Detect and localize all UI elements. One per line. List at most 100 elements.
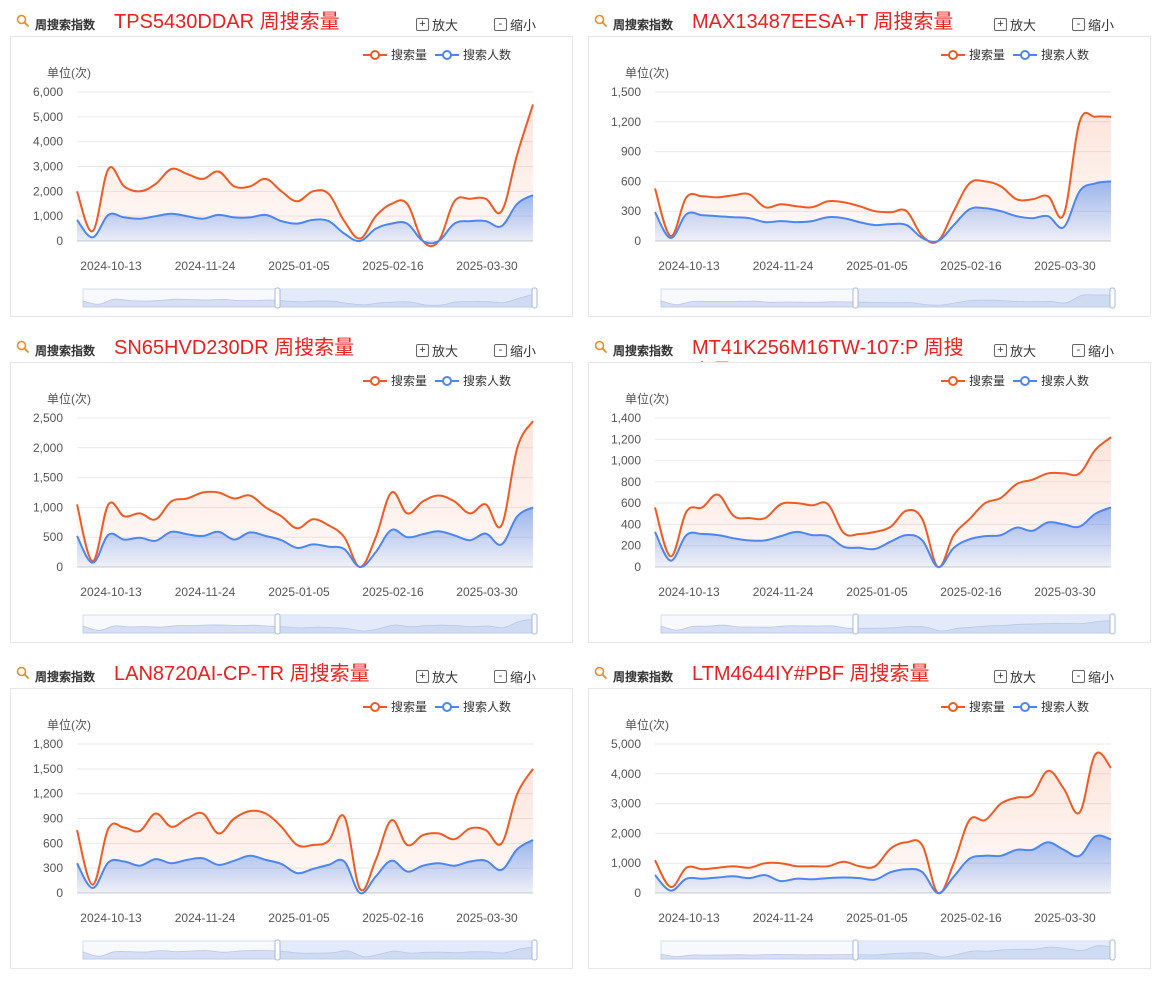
y-tick-label: 900 (621, 145, 641, 159)
legend-line-icon (1013, 375, 1038, 386)
slider-handle-right[interactable] (531, 287, 538, 309)
index-label: 周搜索指数 (613, 18, 674, 32)
y-axis-unit: 单位(次) (47, 718, 91, 732)
legend-line-icon (363, 701, 387, 712)
legend-label: 搜索量 (391, 374, 428, 388)
x-tick-label: 2024-11-24 (175, 911, 236, 925)
legend-line-icon (435, 701, 460, 712)
zoom-out-button[interactable]: - 缩小 (494, 667, 536, 686)
data-zoom-slider[interactable] (660, 287, 1116, 309)
data-zoom-slider[interactable] (660, 939, 1116, 961)
slider-handle-left[interactable] (852, 939, 859, 961)
legend: 搜索量 搜索人数 (933, 698, 1089, 715)
legend-item-search-volume[interactable]: 搜索量 (941, 698, 1005, 715)
zoom-out-button[interactable]: - 缩小 (1072, 15, 1114, 34)
index-label: 周搜索指数 (35, 18, 96, 32)
zoom-in-button[interactable]: + 放大 (416, 15, 458, 34)
zoom-out-button[interactable]: - 缩小 (494, 15, 536, 34)
legend-line-icon (941, 375, 965, 386)
x-tick-label: 2024-10-13 (80, 911, 142, 925)
legend-item-searchers[interactable]: 搜索人数 (1013, 698, 1089, 715)
chart-title: MAX13487EESA+T 周搜索量 (692, 11, 954, 33)
y-axis-unit: 单位(次) (625, 392, 669, 406)
data-zoom-slider[interactable] (82, 939, 538, 961)
legend-item-searchers[interactable]: 搜索人数 (435, 46, 511, 63)
slider-handle-right[interactable] (1109, 939, 1116, 961)
legend: 搜索量 搜索人数 (355, 372, 511, 389)
y-tick-label: 600 (621, 174, 641, 188)
slider-handle-right[interactable] (1109, 287, 1116, 309)
legend-item-searchers[interactable]: 搜索人数 (435, 698, 511, 715)
slider-handle-left[interactable] (274, 613, 281, 635)
panel-header: 周搜索指数 SN65HVD230DR 周搜索量 + 放大 - 缩小 (10, 332, 573, 372)
legend-line-icon (435, 49, 460, 60)
y-tick-label: 200 (621, 539, 641, 553)
search-icon (16, 14, 30, 28)
legend-item-searchers[interactable]: 搜索人数 (1013, 46, 1089, 63)
y-tick-label: 1,400 (611, 411, 641, 425)
x-tick-label: 2024-10-13 (658, 911, 720, 925)
y-tick-label: 5,000 (33, 110, 63, 124)
x-tick-label: 2025-02-16 (362, 585, 424, 599)
x-tick-label: 2025-02-16 (940, 259, 1002, 273)
slider-handle-right[interactable] (531, 939, 538, 961)
x-tick-label: 2024-11-24 (753, 259, 814, 273)
legend-item-searchers[interactable]: 搜索人数 (1013, 372, 1089, 389)
index-label: 周搜索指数 (35, 670, 96, 684)
searchers-area (77, 195, 533, 244)
searchers-area (77, 507, 533, 568)
slider-handle-left[interactable] (274, 287, 281, 309)
searchers-area (77, 840, 533, 894)
y-tick-label: 1,500 (33, 762, 63, 776)
legend-item-search-volume[interactable]: 搜索量 (363, 46, 427, 63)
slider-handle-right[interactable] (531, 613, 538, 635)
plus-icon: + (416, 344, 429, 357)
legend-item-search-volume[interactable]: 搜索量 (363, 372, 427, 389)
zoom-in-label: 放大 (1010, 670, 1037, 685)
legend-item-search-volume[interactable]: 搜索量 (941, 46, 1005, 63)
zoom-in-button[interactable]: + 放大 (994, 341, 1036, 360)
panel-header: 周搜索指数 LTM4644IY#PBF 周搜索量 + 放大 - 缩小 (588, 658, 1151, 698)
slider-handle-right[interactable] (1109, 613, 1116, 635)
chart-title: LTM4644IY#PBF 周搜索量 (692, 663, 930, 685)
data-zoom-slider[interactable] (660, 613, 1116, 635)
minus-icon: - (1072, 18, 1085, 31)
zoom-out-label: 缩小 (1088, 18, 1115, 33)
plus-icon: + (994, 344, 1007, 357)
y-tick-label: 2,000 (33, 441, 63, 455)
y-tick-label: 300 (621, 204, 641, 218)
legend-line-icon (1013, 49, 1038, 60)
data-zoom-slider[interactable] (82, 287, 538, 309)
chart-area: 搜索量 搜索人数 单位(次) 0 300 600 900 1,200 1,500 2024-10-… (588, 36, 1151, 317)
slider-handle-left[interactable] (852, 287, 859, 309)
zoom-in-button[interactable]: + 放大 (994, 15, 1036, 34)
data-zoom-slider[interactable] (82, 613, 538, 635)
zoom-in-button[interactable]: + 放大 (416, 667, 458, 686)
legend-line-icon (435, 375, 460, 386)
panel-header: 周搜索指数 TPS5430DDAR 周搜索量 + 放大 - 缩小 (10, 6, 573, 46)
zoom-out-button[interactable]: - 缩小 (494, 341, 536, 360)
zoom-in-button[interactable]: + 放大 (416, 341, 458, 360)
zoom-out-button[interactable]: - 缩小 (1072, 667, 1114, 686)
legend: 搜索量 搜索人数 (933, 372, 1089, 389)
zoom-out-button[interactable]: - 缩小 (1072, 341, 1114, 360)
y-tick-label: 5,000 (611, 737, 641, 751)
chart-svg: 0 300 600 900 1,200 1,500 2024-10-13 2024-11-24… (611, 85, 1116, 309)
slider-handle-left[interactable] (274, 939, 281, 961)
legend-item-searchers[interactable]: 搜索人数 (435, 372, 511, 389)
x-tick-label: 2025-01-05 (268, 585, 330, 599)
zoom-in-label: 放大 (432, 344, 459, 359)
legend-label: 搜索量 (391, 48, 428, 62)
legend-item-search-volume[interactable]: 搜索量 (941, 372, 1005, 389)
zoom-in-button[interactable]: + 放大 (994, 667, 1036, 686)
legend-label: 搜索量 (969, 374, 1006, 388)
y-tick-label: 800 (621, 475, 641, 489)
minus-icon: - (1072, 670, 1085, 683)
legend-label: 搜索人数 (1041, 374, 1090, 388)
slider-handle-left[interactable] (852, 613, 859, 635)
legend-item-search-volume[interactable]: 搜索量 (363, 698, 427, 715)
chart-svg: 0 500 1,000 1,500 2,000 2,500 2024-10-13 2024-1… (33, 411, 538, 635)
x-tick-label: 2024-11-24 (175, 259, 236, 273)
y-tick-label: 0 (56, 560, 63, 574)
